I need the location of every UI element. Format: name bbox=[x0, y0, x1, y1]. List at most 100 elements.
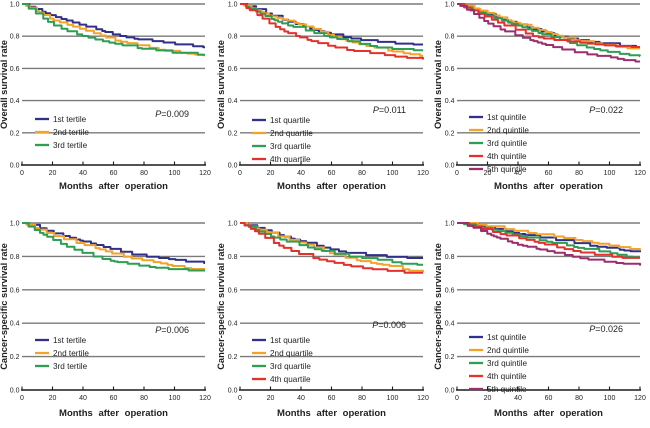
y-tick-label: 0.2 bbox=[10, 354, 20, 361]
x-tick-label: 60 bbox=[110, 395, 118, 402]
x-tick-label: 120 bbox=[199, 395, 211, 402]
legend-label: 2nd quintile bbox=[487, 126, 529, 135]
legend-label: 1st quartile bbox=[270, 336, 310, 345]
x-axis-title: Months after operation bbox=[494, 181, 603, 192]
y-tick-label: 0.8 bbox=[10, 254, 20, 261]
x-tick-label: 20 bbox=[49, 170, 57, 177]
survival-curve-4th-quartile bbox=[240, 222, 423, 274]
legend-label: 3rd quartile bbox=[270, 362, 311, 371]
x-tick-label: 20 bbox=[267, 170, 275, 177]
y-tick-label: 1.0 bbox=[445, 2, 455, 9]
y-axis-title: Overall survival rate bbox=[434, 40, 443, 129]
legend-label: 3rd quintile bbox=[487, 139, 528, 148]
x-tick-label: 40 bbox=[79, 170, 87, 177]
y-tick-label: 0.0 bbox=[10, 388, 20, 395]
p-value-label: P=0.009 bbox=[155, 109, 189, 119]
y-axis-title: Cancer-specific survival rate bbox=[0, 243, 9, 370]
y-tick-label: 0.4 bbox=[228, 321, 238, 328]
x-tick-label: 120 bbox=[417, 170, 429, 177]
x-tick-label: 20 bbox=[484, 170, 492, 177]
y-tick-label: 0.2 bbox=[445, 130, 455, 137]
survival-curve-2nd-tertile bbox=[22, 3, 205, 57]
legend-label: 2nd tertile bbox=[53, 349, 89, 358]
p-value-label: P=0.022 bbox=[589, 105, 623, 115]
legend-label: 1st tertile bbox=[53, 336, 87, 345]
y-tick-label: 1.0 bbox=[228, 2, 238, 9]
survival-curve-3rd-quintile bbox=[457, 222, 640, 259]
survival-curve-3rd-quartile bbox=[240, 3, 423, 52]
x-tick-label: 20 bbox=[49, 395, 57, 402]
p-value-label: P=0.026 bbox=[589, 324, 623, 334]
y-tick-label: 0.2 bbox=[228, 354, 238, 361]
survival-curve-2nd-quartile bbox=[240, 222, 424, 273]
x-tick-label: 100 bbox=[169, 395, 181, 402]
x-tick-label: 80 bbox=[358, 395, 366, 402]
legend-label: 4th quintile bbox=[487, 152, 527, 161]
x-tick-label: 0 bbox=[238, 395, 242, 402]
y-tick-label: 0.6 bbox=[228, 66, 238, 73]
legend-label: 1st quintile bbox=[487, 333, 527, 342]
survival-curve-1st-quartile bbox=[240, 3, 423, 46]
x-tick-label: 80 bbox=[575, 170, 583, 177]
y-tick-label: 0.0 bbox=[445, 163, 455, 170]
x-tick-label: 120 bbox=[634, 395, 646, 402]
survival-curve-1st-tertile bbox=[22, 3, 205, 49]
x-tick-label: 60 bbox=[545, 395, 553, 402]
x-tick-label: 60 bbox=[328, 395, 336, 402]
x-tick-label: 80 bbox=[140, 395, 148, 402]
panel-overall-survival-tertiles: 0 20 40 60 80 100 120 0.0 0.2 0.4 0.6 0.8 1.0 Overall… bbox=[0, 2, 211, 193]
x-tick-label: 80 bbox=[575, 395, 583, 402]
survival-curve-5th-quintile bbox=[457, 3, 640, 63]
y-tick-label: 0.0 bbox=[228, 163, 238, 170]
x-tick-label: 0 bbox=[20, 170, 24, 177]
survival-curve-3rd-tertile bbox=[22, 3, 206, 56]
y-tick-label: 0.4 bbox=[445, 321, 455, 328]
y-tick-label: 0.8 bbox=[228, 254, 238, 261]
survival-curve-4th-quartile bbox=[240, 3, 424, 60]
y-tick-label: 1.0 bbox=[228, 221, 238, 228]
survival-curve-2nd-tertile bbox=[22, 222, 205, 271]
x-tick-label: 100 bbox=[604, 395, 616, 402]
y-tick-label: 0.6 bbox=[228, 287, 238, 294]
legend-label: 2nd quartile bbox=[270, 129, 313, 138]
x-tick-label: 40 bbox=[514, 170, 522, 177]
x-tick-label: 120 bbox=[634, 170, 646, 177]
survival-curve-1st-quartile bbox=[240, 222, 423, 260]
x-tick-label: 60 bbox=[110, 170, 118, 177]
y-tick-label: 0.0 bbox=[228, 388, 238, 395]
panel-cancer-specific-survival-quartiles: 0 20 40 60 80 100 120 0.0 0.2 0.4 0.6 0.8 1.0 Cancer-… bbox=[217, 221, 429, 420]
p-value-label: P=0.006 bbox=[155, 325, 189, 335]
x-tick-label: 40 bbox=[79, 395, 87, 402]
x-tick-label: 60 bbox=[328, 170, 336, 177]
legend-label: 2nd tertile bbox=[53, 128, 89, 137]
p-value-label: P=0.011 bbox=[373, 105, 406, 115]
survival-curve-3rd-quintile bbox=[457, 3, 641, 58]
x-tick-label: 40 bbox=[297, 395, 305, 402]
survival-curve-2nd-quintile bbox=[457, 3, 640, 50]
legend-label: 5th quintile bbox=[487, 385, 527, 394]
x-axis-title: Months after operation bbox=[59, 408, 168, 419]
x-tick-label: 80 bbox=[140, 170, 148, 177]
survival-curve-4th-quintile bbox=[457, 3, 640, 49]
x-tick-label: 100 bbox=[387, 170, 399, 177]
y-tick-label: 0.6 bbox=[445, 287, 455, 294]
legend-label: 4th quartile bbox=[270, 155, 311, 164]
y-tick-label: 0.4 bbox=[10, 321, 20, 328]
y-tick-label: 0.0 bbox=[445, 388, 455, 395]
legend-label: 3rd tertile bbox=[53, 362, 88, 371]
y-tick-label: 0.4 bbox=[445, 98, 455, 105]
legend-label: 5th quintile bbox=[487, 165, 527, 174]
y-tick-label: 0.6 bbox=[10, 66, 20, 73]
survival-curve-1st-quintile bbox=[457, 222, 641, 253]
x-tick-label: 120 bbox=[417, 395, 429, 402]
x-tick-label: 60 bbox=[545, 170, 553, 177]
x-axis-title: Months after operation bbox=[277, 181, 386, 192]
survival-curve-4th-quintile bbox=[457, 222, 641, 259]
x-tick-label: 20 bbox=[484, 395, 492, 402]
panel-cancer-specific-survival-quintiles: 0 20 40 60 80 100 120 0.0 0.2 0.4 0.6 0.8 1.0 Cancer-… bbox=[434, 221, 646, 420]
legend-label: 3rd quintile bbox=[487, 359, 528, 368]
y-tick-label: 0.6 bbox=[445, 66, 455, 73]
survival-curve-5th-quintile bbox=[457, 222, 641, 266]
x-tick-label: 100 bbox=[604, 170, 616, 177]
